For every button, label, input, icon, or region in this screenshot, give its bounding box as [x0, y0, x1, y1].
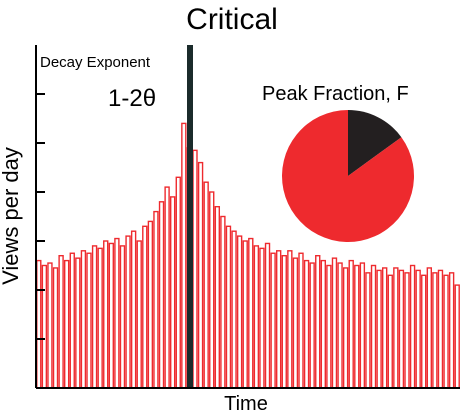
bar: [426, 267, 433, 389]
bar: [287, 250, 293, 389]
x-axis-label: Time: [224, 393, 268, 412]
bar: [231, 230, 237, 389]
bar: [331, 257, 338, 389]
bar: [270, 252, 276, 389]
annotation: Decay Exponent: [40, 54, 151, 71]
pie: [282, 110, 414, 243]
peak-marker: [187, 45, 193, 388]
bar: [348, 259, 354, 389]
bar: [393, 267, 399, 389]
bar: [236, 235, 243, 389]
bar: [80, 250, 87, 389]
bar: [47, 262, 53, 389]
bar: [209, 191, 215, 389]
bar: [415, 269, 421, 389]
pie-slice: [348, 110, 402, 176]
bar: [365, 272, 371, 389]
bar: [264, 242, 271, 389]
bar: [130, 230, 137, 389]
bar: [443, 274, 449, 389]
bar: [169, 196, 176, 389]
bar: [404, 272, 410, 389]
bar: [142, 225, 148, 389]
bar: [119, 245, 126, 389]
bar: [454, 284, 460, 389]
bar: [164, 186, 170, 389]
bar: [448, 272, 455, 389]
bar: [298, 252, 304, 389]
bar: [103, 240, 109, 389]
bar: [175, 176, 181, 389]
bar: [114, 237, 120, 389]
bar: [158, 201, 165, 389]
bar: [225, 225, 232, 389]
bar: [63, 259, 70, 389]
bar: [52, 267, 59, 389]
bar: [192, 149, 198, 389]
bar: [437, 269, 444, 389]
bar: [220, 215, 226, 389]
bar: [253, 245, 260, 389]
bar: [359, 262, 366, 389]
bar: [421, 274, 427, 389]
bar: [197, 161, 204, 389]
bar: [181, 122, 187, 389]
bar: [136, 240, 142, 389]
bar: [153, 210, 159, 389]
bar: [354, 264, 360, 389]
bar: [125, 235, 131, 389]
bar: [75, 257, 81, 389]
bar: [381, 267, 388, 389]
bar: [91, 245, 98, 389]
bar: [275, 250, 282, 389]
bar: [214, 205, 221, 389]
bar: [398, 269, 405, 389]
bar: [387, 274, 393, 389]
bar: [259, 247, 265, 389]
bar: [69, 252, 75, 389]
bar: [248, 237, 254, 389]
bar: [86, 252, 92, 389]
bar: [409, 264, 416, 389]
bar: [147, 220, 154, 389]
bar: [242, 240, 248, 389]
bar: [203, 181, 209, 389]
bar: [108, 242, 115, 389]
y-axis-label: Views per day: [0, 147, 23, 285]
bar: [315, 254, 321, 389]
bar: [281, 254, 287, 389]
pie-slice: [282, 110, 414, 243]
pie-title: Peak Fraction, F: [262, 83, 409, 105]
bar: [58, 254, 64, 389]
bar: [337, 262, 343, 389]
bar: [97, 247, 103, 389]
bar: [326, 264, 332, 389]
bar: [320, 259, 327, 389]
annotation: 1-2θ: [108, 85, 156, 112]
bar: [41, 264, 48, 389]
bar: [36, 259, 42, 389]
bar: [303, 259, 310, 389]
bar: [292, 257, 299, 389]
bar: [309, 262, 315, 389]
bar: [432, 272, 438, 389]
chart-title: Critical: [186, 3, 278, 36]
bar: [342, 267, 349, 389]
bar: [370, 264, 377, 389]
bar: [376, 269, 382, 389]
